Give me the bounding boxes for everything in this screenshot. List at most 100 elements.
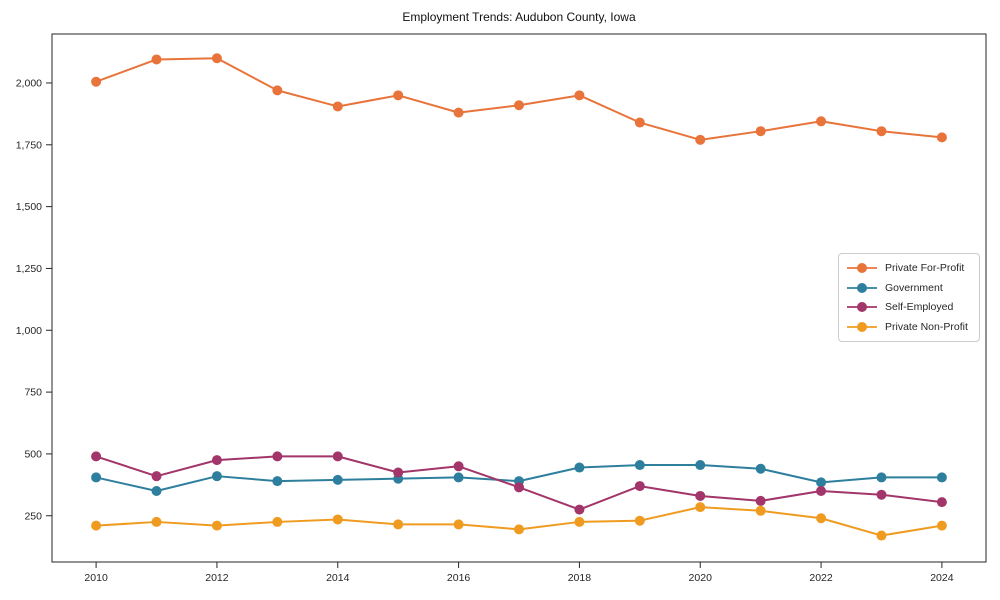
data-point — [91, 76, 102, 87]
legend-label: Self-Employed — [885, 301, 954, 314]
x-tick-label: 2010 — [84, 572, 108, 584]
legend-dot — [857, 302, 867, 313]
data-point — [876, 530, 887, 541]
data-point — [755, 463, 766, 474]
data-point — [211, 455, 222, 466]
data-point — [272, 85, 283, 96]
y-tick-label: 1,250 — [16, 263, 42, 275]
legend-marker-icon — [847, 282, 877, 293]
y-tick-label: 1,750 — [16, 139, 42, 151]
y-tick-label: 750 — [24, 387, 42, 399]
data-point — [695, 134, 706, 145]
data-point — [211, 520, 222, 531]
data-point — [393, 90, 404, 101]
data-point — [272, 476, 283, 487]
chart-legend: Private For-Profit Government Self-Employe… — [838, 253, 980, 342]
y-tick-label: 500 — [24, 449, 42, 461]
data-point — [936, 520, 947, 531]
data-point — [91, 472, 102, 483]
data-point — [816, 486, 827, 497]
x-tick-label: 2020 — [689, 572, 713, 584]
data-point — [91, 451, 102, 462]
data-point — [453, 472, 464, 483]
data-point — [634, 460, 645, 471]
data-point — [211, 471, 222, 482]
data-point — [514, 482, 524, 493]
legend-dot — [857, 282, 867, 293]
legend-dot — [857, 322, 867, 333]
data-point — [695, 502, 706, 513]
data-point — [514, 100, 524, 111]
data-point — [91, 520, 102, 531]
data-point — [695, 460, 706, 471]
x-tick-label: 2022 — [809, 572, 833, 584]
legend-marker-icon — [847, 322, 877, 333]
x-tick-label: 2016 — [447, 572, 471, 584]
y-axis: 250 500 750 1,000 1,250 1,500 1,750 2,000 — [16, 78, 52, 522]
y-tick-label: 250 — [24, 510, 42, 522]
data-point — [151, 486, 162, 497]
legend-label: Private For-Profit — [885, 261, 965, 274]
legend-label: Government — [885, 281, 943, 294]
data-point — [332, 101, 343, 112]
data-point — [151, 54, 162, 65]
data-point — [393, 467, 404, 478]
data-point — [816, 477, 827, 488]
data-point — [634, 515, 645, 526]
data-point — [574, 462, 585, 473]
legend-label: Private Non-Profit — [885, 321, 968, 334]
legend-marker-icon — [847, 302, 877, 313]
data-point — [876, 489, 887, 500]
y-tick-label: 1,500 — [16, 201, 42, 213]
data-point — [211, 53, 222, 64]
chart-title: Employment Trends: Audubon County, Iowa — [402, 10, 636, 24]
data-point — [816, 513, 827, 524]
y-tick-label: 1,000 — [16, 325, 42, 337]
x-tick-label: 2024 — [930, 572, 954, 584]
data-point — [574, 516, 585, 527]
data-point — [514, 524, 524, 535]
x-tick-label: 2014 — [326, 572, 350, 584]
data-point — [755, 126, 766, 137]
x-tick-label: 2018 — [568, 572, 592, 584]
legend-item: Private For-Profit — [846, 259, 972, 277]
data-point — [272, 516, 283, 527]
data-point — [574, 90, 585, 101]
data-point — [876, 126, 887, 137]
legend-item: Government — [846, 279, 972, 297]
data-point — [936, 132, 947, 143]
data-point — [755, 505, 766, 516]
series-private-non-profit — [91, 502, 947, 541]
y-tick-label: 2,000 — [16, 78, 42, 90]
data-point — [453, 461, 464, 472]
data-point — [816, 116, 827, 127]
x-tick-label: 2012 — [205, 572, 229, 584]
legend-item: Self-Employed — [846, 298, 972, 316]
data-point — [393, 519, 404, 530]
data-point — [634, 481, 645, 492]
data-point — [755, 495, 766, 506]
x-axis: 2010 2012 2014 2016 2018 2020 2022 2024 — [84, 562, 954, 584]
data-point — [332, 514, 343, 525]
data-point — [936, 497, 947, 508]
data-point — [574, 504, 585, 515]
series-self-employed — [91, 451, 947, 515]
legend-marker-icon — [847, 262, 877, 273]
legend-item: Private Non-Profit — [846, 318, 972, 336]
data-point — [936, 472, 947, 483]
data-point — [634, 117, 645, 128]
series-government — [91, 460, 947, 497]
data-point — [151, 516, 162, 527]
data-point — [695, 490, 706, 501]
data-point — [332, 474, 343, 485]
series-private-for-profit — [91, 53, 947, 145]
data-point — [151, 471, 162, 482]
legend-dot — [857, 262, 867, 273]
data-point — [453, 107, 464, 118]
data-point — [453, 519, 464, 530]
data-point — [272, 451, 283, 462]
data-point — [876, 472, 887, 483]
data-point — [332, 451, 343, 462]
